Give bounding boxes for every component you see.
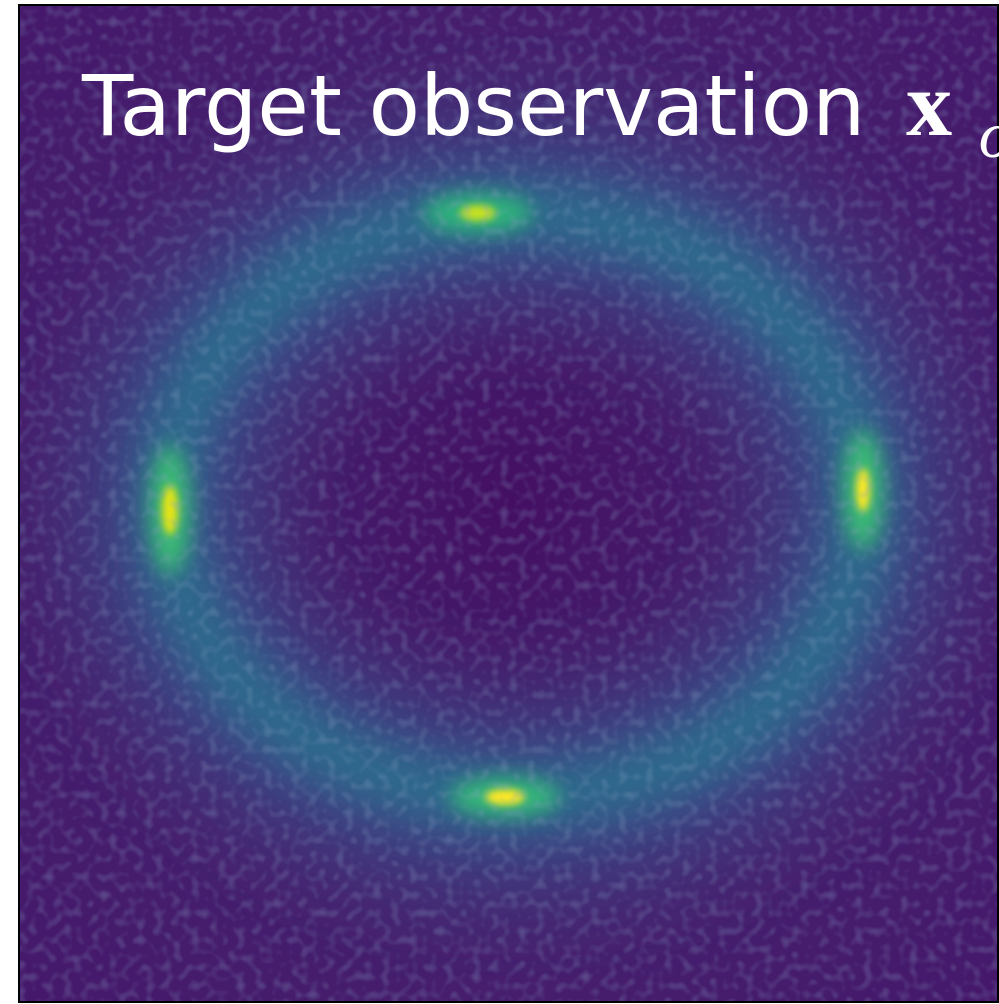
figure: Target observation x o [0,0,999,1004]
pixel-noise [20,6,997,1001]
image [20,6,997,1001]
caption-text: Target observation [81,57,865,155]
caption-symbol: x [906,53,952,155]
page: Target observation x o (() => { const da… [0,0,999,1004]
caption: Target observation x o [81,53,999,172]
caption-subscript: o [979,99,999,172]
